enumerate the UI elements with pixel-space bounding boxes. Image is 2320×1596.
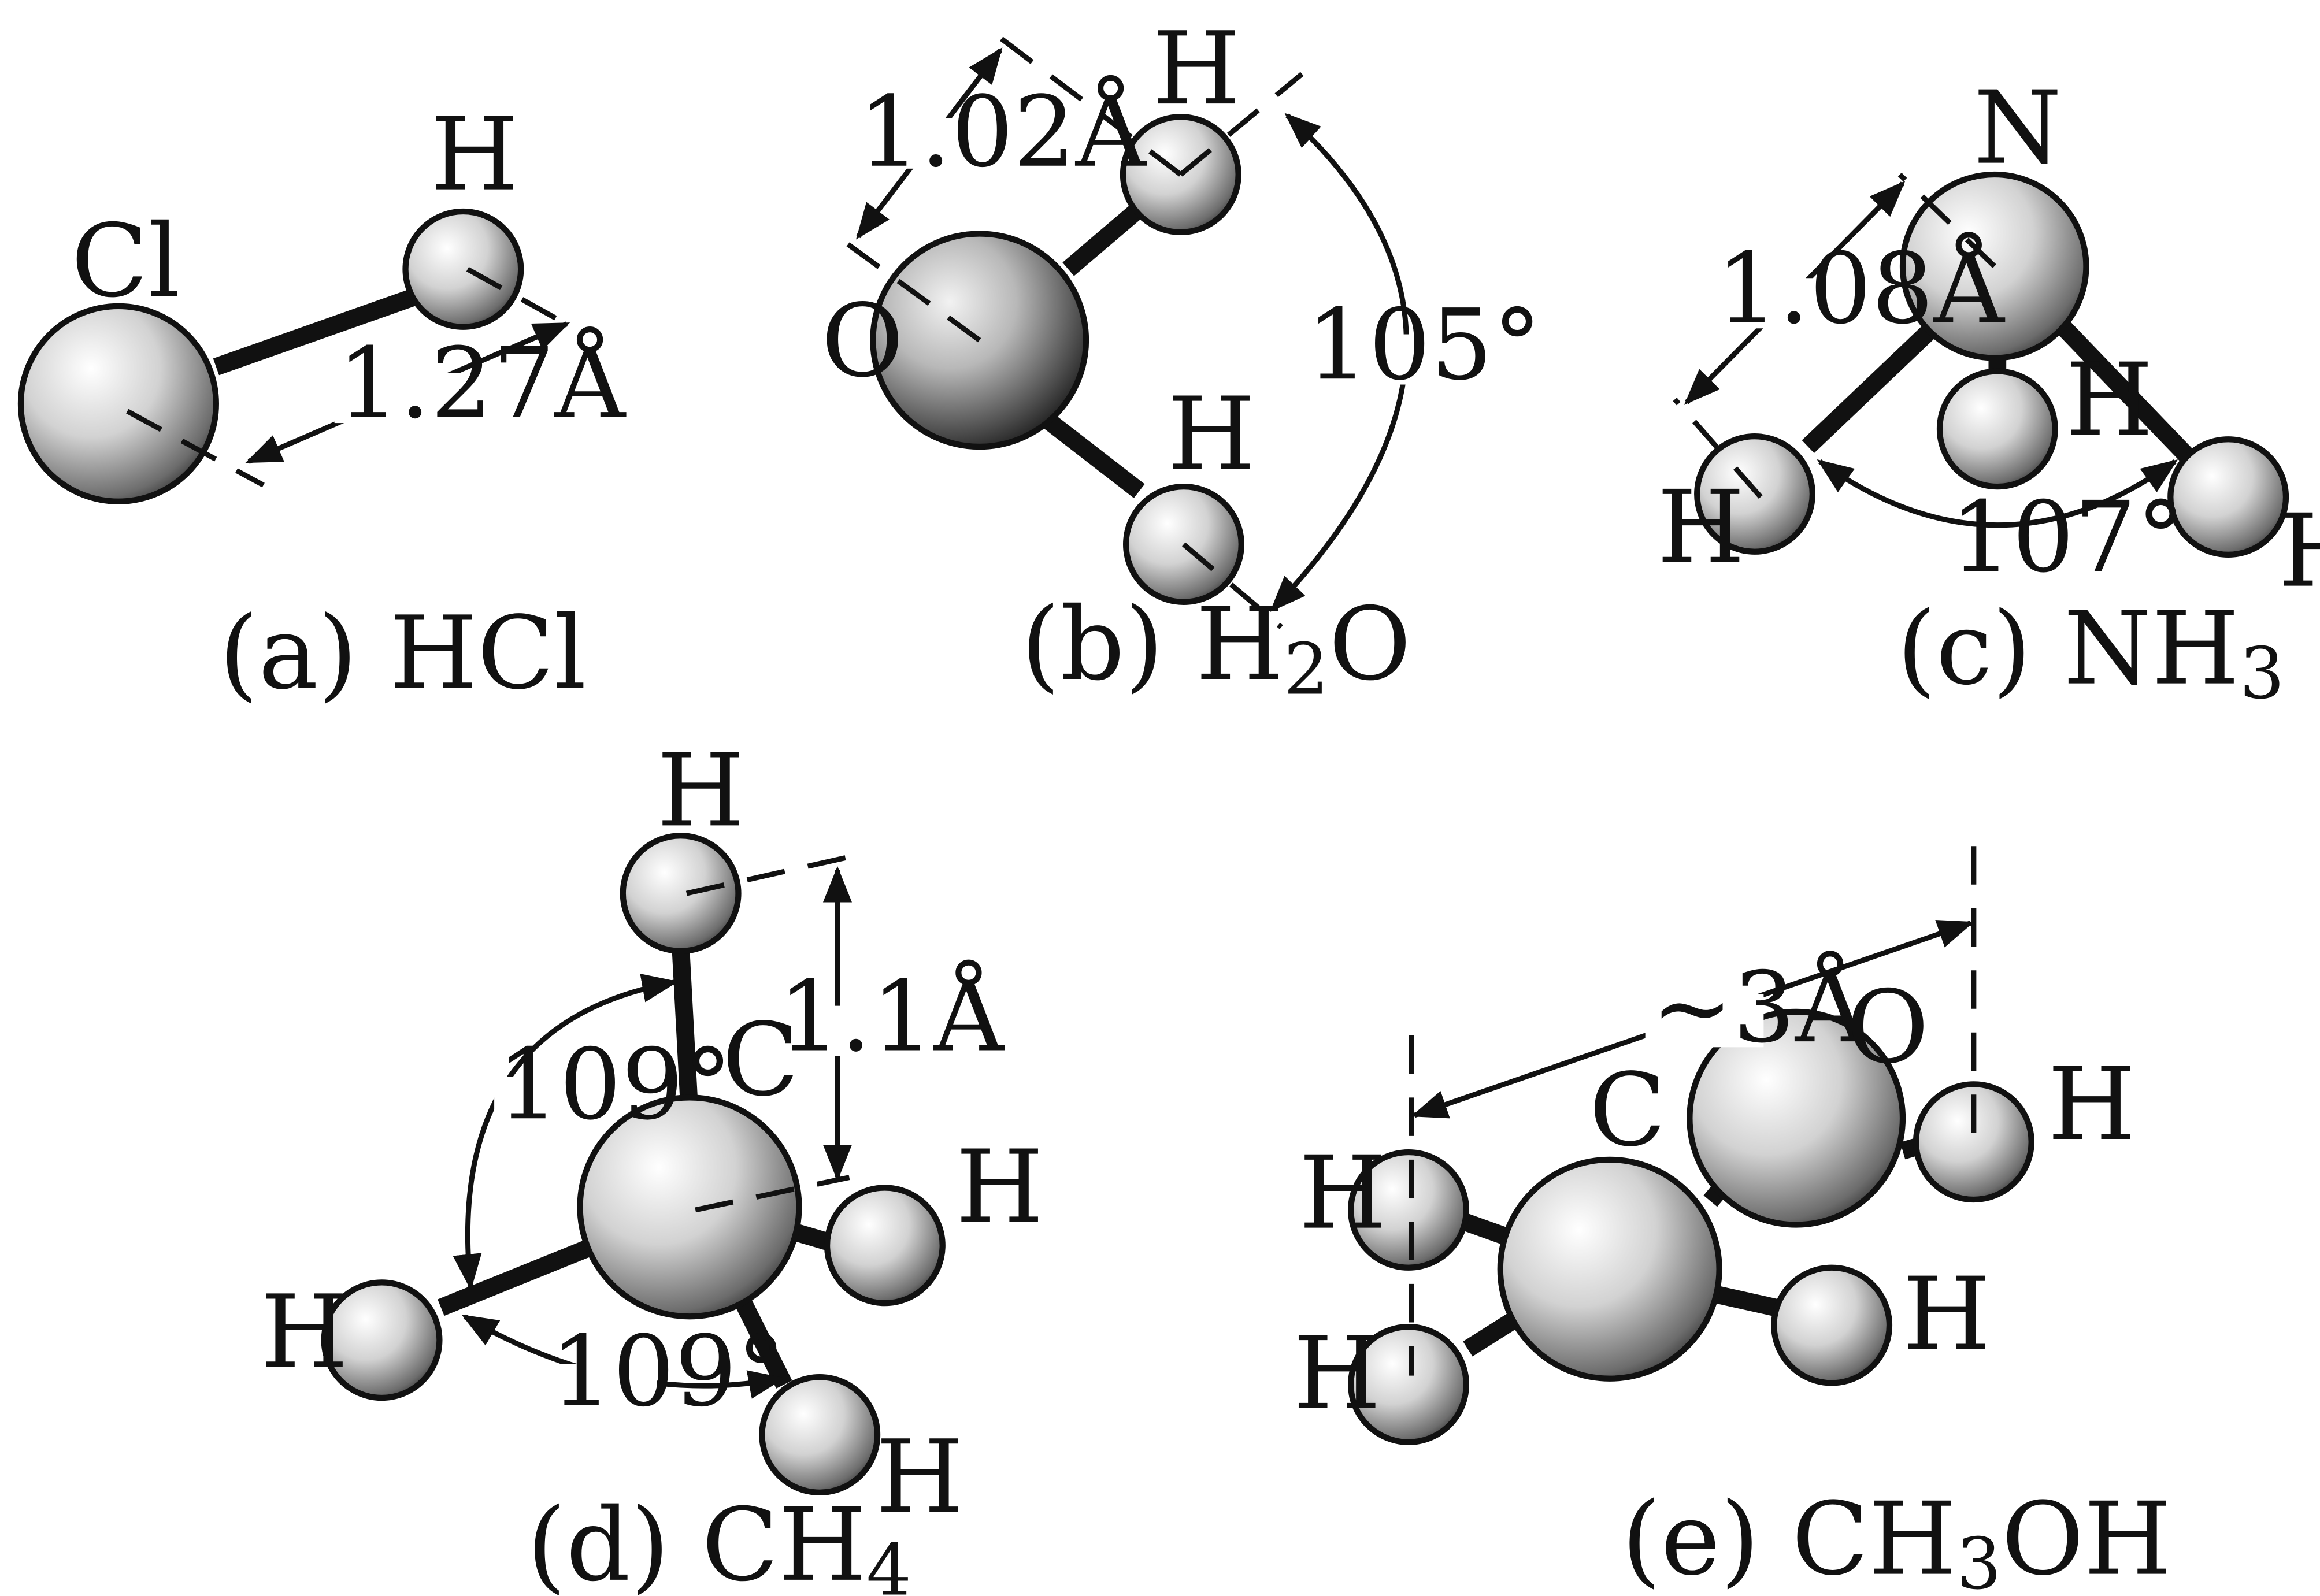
- bond-length-label-hcl: 1.27Å: [338, 326, 627, 440]
- caption-h2o: (b) H2O: [1021, 586, 1411, 711]
- bond-length-label-h2o: 1.02Å: [858, 75, 1147, 189]
- dash-h-center: [466, 266, 576, 331]
- caption-nh3: (c) NH3: [1897, 591, 2285, 715]
- bond-n-h3: [2035, 298, 2193, 462]
- atom-h-top: [620, 833, 742, 955]
- caption-ch3oh: (e) CH3OH: [1622, 1481, 2172, 1596]
- molecule-ch4: 1.1Å 109° 109° C H H H H (d) CH4: [261, 732, 1044, 1596]
- atom-h2: [1936, 368, 2058, 490]
- atom-label-c: C: [1589, 1052, 1666, 1169]
- molecule-nh3: 1.08Å 107° N H H H (c) NH3: [1657, 70, 2320, 715]
- dash-h2-right: [1182, 542, 1283, 629]
- atom-h-right: [824, 1185, 946, 1307]
- dash-h-top: [685, 852, 859, 896]
- bond-n-h1: [1802, 322, 1939, 454]
- bond-o-h2: [1042, 413, 1145, 498]
- atom-label-h-right: H: [956, 1129, 1044, 1246]
- caption-hcl: (a) HCl: [219, 595, 587, 712]
- dash-h1-upper: [984, 24, 1183, 177]
- atom-c: [1497, 1156, 1722, 1382]
- atom-label-c: C: [722, 1001, 799, 1119]
- atom-h3: [2167, 436, 2289, 558]
- atom-h-upper-left: [1348, 1149, 1469, 1271]
- atom-label-h2: H: [1168, 376, 1255, 493]
- angle-arc-nh3: [1817, 459, 2178, 528]
- bond-length-label-nh3: 1.08Å: [1716, 232, 2005, 346]
- atom-label-cl: Cl: [71, 203, 180, 320]
- atom-h-lower-left: [1348, 1324, 1469, 1445]
- atom-label-h-bottom: H: [876, 1419, 964, 1536]
- atom-h-left: [321, 1279, 443, 1401]
- atom-label-h: H: [431, 96, 518, 214]
- molecule-ch3oh: ~3Å C O H H H H (e) CH3OH: [1293, 846, 2171, 1596]
- dash-h1-center: [1673, 398, 1763, 499]
- bond-angle-label-ch4-lower: 109°: [550, 1315, 785, 1428]
- atom-label-h-upper-left: H: [1299, 1135, 1387, 1252]
- atom-label-h2: H: [2066, 342, 2154, 459]
- dash-c-center: [695, 1175, 850, 1213]
- atom-label-h3: H: [2278, 493, 2320, 610]
- atom-label-h-lower-left: H: [1293, 1315, 1381, 1432]
- bond-angle-label-ch4-upper: 109°: [497, 1027, 732, 1141]
- bond-c-h-left: [438, 1237, 598, 1316]
- atom-label-n: N: [1974, 70, 2062, 187]
- atom-label-h-oh: H: [2048, 1046, 2136, 1163]
- bond-angle-label-h2o: 105°: [1306, 288, 1541, 402]
- dash-h1-right: [1178, 72, 1304, 177]
- dash-cl-center: [126, 409, 265, 488]
- length-label-ch3oh: ~3Å: [1651, 951, 1867, 1064]
- atom-label-h-left: H: [261, 1274, 349, 1391]
- atom-label-h-lower-right: H: [1903, 1256, 1991, 1374]
- bond-c-h-top: [672, 946, 699, 1113]
- atom-cl: [17, 303, 219, 504]
- bond-length-label-ch4: 1.1Å: [779, 959, 1006, 1073]
- bond-c-h-upper-left: [1462, 1213, 1510, 1245]
- molecule-hcl: Cl H 1.27Å (a) HCl: [17, 96, 627, 712]
- caption-ch4: (d) CH4: [527, 1487, 911, 1596]
- atom-h-bottom: [759, 1374, 881, 1495]
- dash-o-center: [836, 234, 981, 343]
- atom-label-h-top: H: [657, 732, 745, 849]
- molecule-h2o: 1.02Å 105° O H H (b) H2O: [821, 10, 1542, 710]
- atom-label-h1: H: [1657, 469, 1745, 587]
- atom-h-lower-right: [1771, 1264, 1893, 1386]
- atom-h: [402, 208, 524, 330]
- atom-label-o: O: [821, 283, 904, 400]
- atom-label-o: O: [1847, 969, 1929, 1086]
- dash-n-center: [1897, 172, 1996, 268]
- bond-angle-label-nh3: 107°: [1950, 480, 2185, 594]
- atom-label-h1: H: [1152, 10, 1240, 128]
